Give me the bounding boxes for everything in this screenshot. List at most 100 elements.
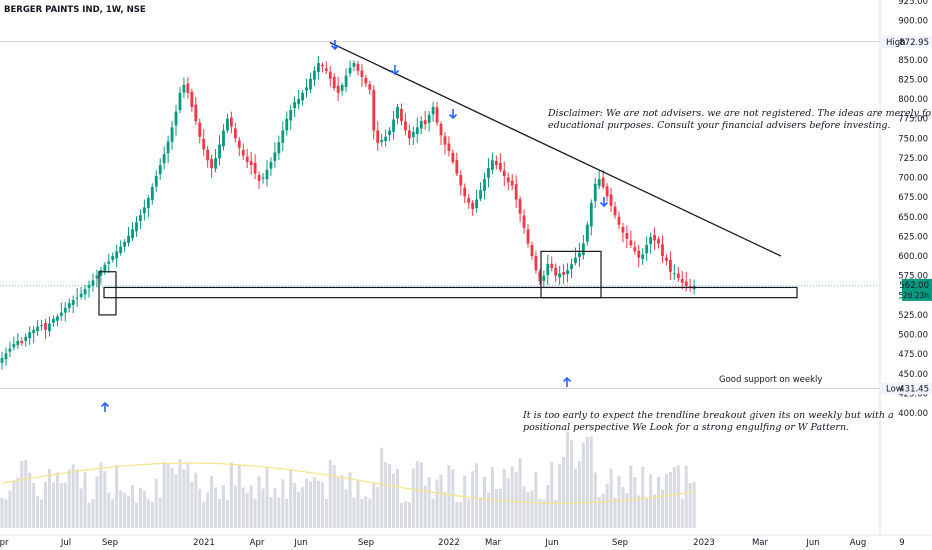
candle-body bbox=[491, 160, 494, 170]
volume-bar bbox=[660, 489, 664, 528]
volume-bar bbox=[475, 463, 479, 528]
candle-body bbox=[431, 106, 435, 115]
volume-bar bbox=[182, 469, 186, 528]
candle-body bbox=[257, 175, 261, 181]
volume-bar bbox=[95, 476, 99, 528]
volume-bar bbox=[593, 472, 597, 528]
volume-bar bbox=[649, 474, 653, 528]
price-axis[interactable]: 925.00900.00875.00850.00825.00800.00775.… bbox=[879, 0, 932, 535]
volume-bar bbox=[427, 477, 431, 528]
volume-bar bbox=[324, 499, 328, 528]
time-tick-label: 2022 bbox=[438, 538, 460, 548]
volume-bar bbox=[344, 489, 348, 528]
volume-bar bbox=[581, 443, 585, 528]
candle-body bbox=[222, 130, 225, 147]
volume-bar bbox=[605, 483, 609, 528]
disclaimer-line-2: educational purposes. Consult your finan… bbox=[548, 120, 891, 131]
candle-body bbox=[672, 273, 676, 275]
time-axis[interactable]: pr Jul Sep 2021 Apr Jun Sep 2022 Mar Jun Sep 2023 Ma… bbox=[0, 534, 932, 548]
time-tick-label: Mar bbox=[752, 538, 769, 548]
volume-bar bbox=[463, 475, 467, 528]
low-tag-value: 431.45 bbox=[899, 384, 929, 394]
candle-body bbox=[661, 244, 664, 257]
candle-body bbox=[372, 90, 376, 131]
volume-bar bbox=[510, 466, 514, 528]
volume-bar bbox=[518, 458, 522, 528]
candle-body bbox=[320, 64, 324, 67]
volume-bar bbox=[281, 479, 285, 528]
candle-body bbox=[139, 215, 142, 222]
candle-body bbox=[570, 263, 573, 270]
volume-bar bbox=[550, 462, 554, 528]
candle-body bbox=[407, 130, 411, 139]
base-box bbox=[540, 250, 602, 299]
volume-bar bbox=[28, 472, 32, 528]
volume-bar bbox=[241, 487, 245, 528]
candle-body bbox=[59, 312, 63, 316]
volume-bar bbox=[577, 461, 581, 528]
candle-body bbox=[71, 300, 75, 305]
candle-body bbox=[32, 329, 36, 334]
volume-bar bbox=[672, 467, 676, 528]
candle-body bbox=[546, 263, 550, 276]
candle-body bbox=[435, 107, 439, 123]
volume-bar bbox=[396, 468, 399, 528]
candle-body bbox=[67, 303, 71, 309]
outlook-line-2: positional perspective We Look for a str… bbox=[523, 422, 849, 433]
volume-bar bbox=[637, 495, 641, 528]
volume-bar bbox=[546, 484, 550, 528]
volume-bar bbox=[134, 502, 138, 528]
volume-ma-line bbox=[1, 462, 695, 504]
volume-bar bbox=[131, 484, 135, 528]
time-tick-label: pr bbox=[0, 538, 9, 548]
price-tick-label: 600.00 bbox=[898, 252, 928, 262]
candle-body bbox=[91, 280, 95, 286]
volume-bar bbox=[570, 440, 574, 528]
candle-body bbox=[676, 273, 680, 279]
candle-body bbox=[273, 152, 277, 161]
volume-bar bbox=[514, 472, 518, 528]
volume-bar bbox=[455, 502, 459, 528]
volume-bar bbox=[376, 486, 380, 528]
breakout-box bbox=[98, 271, 117, 316]
candle-body bbox=[324, 68, 328, 71]
volume-bar bbox=[356, 480, 360, 528]
candle-body bbox=[309, 78, 312, 90]
volume-bar bbox=[392, 473, 396, 528]
candle-body bbox=[538, 271, 542, 282]
volume-bar bbox=[364, 496, 368, 528]
volume-bar bbox=[617, 476, 621, 528]
candle-body bbox=[245, 156, 249, 162]
price-tick-label: 800.00 bbox=[898, 95, 928, 105]
volume-bar bbox=[273, 487, 277, 528]
volume-bar bbox=[8, 490, 12, 528]
candle-body bbox=[665, 257, 668, 261]
volume-bar bbox=[526, 492, 530, 528]
volume-bar bbox=[162, 462, 166, 528]
volume-bar bbox=[668, 471, 672, 528]
candle-body bbox=[439, 123, 443, 136]
volume-bar bbox=[542, 499, 546, 528]
volume-bar bbox=[249, 485, 253, 528]
volume-bar bbox=[221, 484, 225, 528]
candle-body bbox=[411, 132, 415, 137]
candle-body bbox=[633, 247, 637, 252]
time-tick-label: Sep bbox=[612, 538, 628, 548]
volume-bar bbox=[59, 483, 63, 528]
price-tick-label: 850.00 bbox=[898, 56, 928, 66]
price-tick-label: 825.00 bbox=[898, 75, 928, 85]
candle-body bbox=[12, 343, 16, 348]
price-tick-label: 425.00 bbox=[898, 389, 928, 399]
time-tick-label: 2021 bbox=[193, 538, 215, 548]
volume-bar bbox=[613, 497, 617, 528]
volume-bar bbox=[301, 487, 305, 528]
candle-body bbox=[558, 273, 562, 278]
volume-bar bbox=[443, 492, 447, 528]
candle-body bbox=[621, 227, 625, 233]
candle-body bbox=[494, 161, 498, 166]
candle-body bbox=[613, 206, 617, 216]
volume-bar bbox=[352, 497, 356, 528]
volume-bar bbox=[308, 481, 312, 528]
candle-body bbox=[384, 136, 388, 142]
